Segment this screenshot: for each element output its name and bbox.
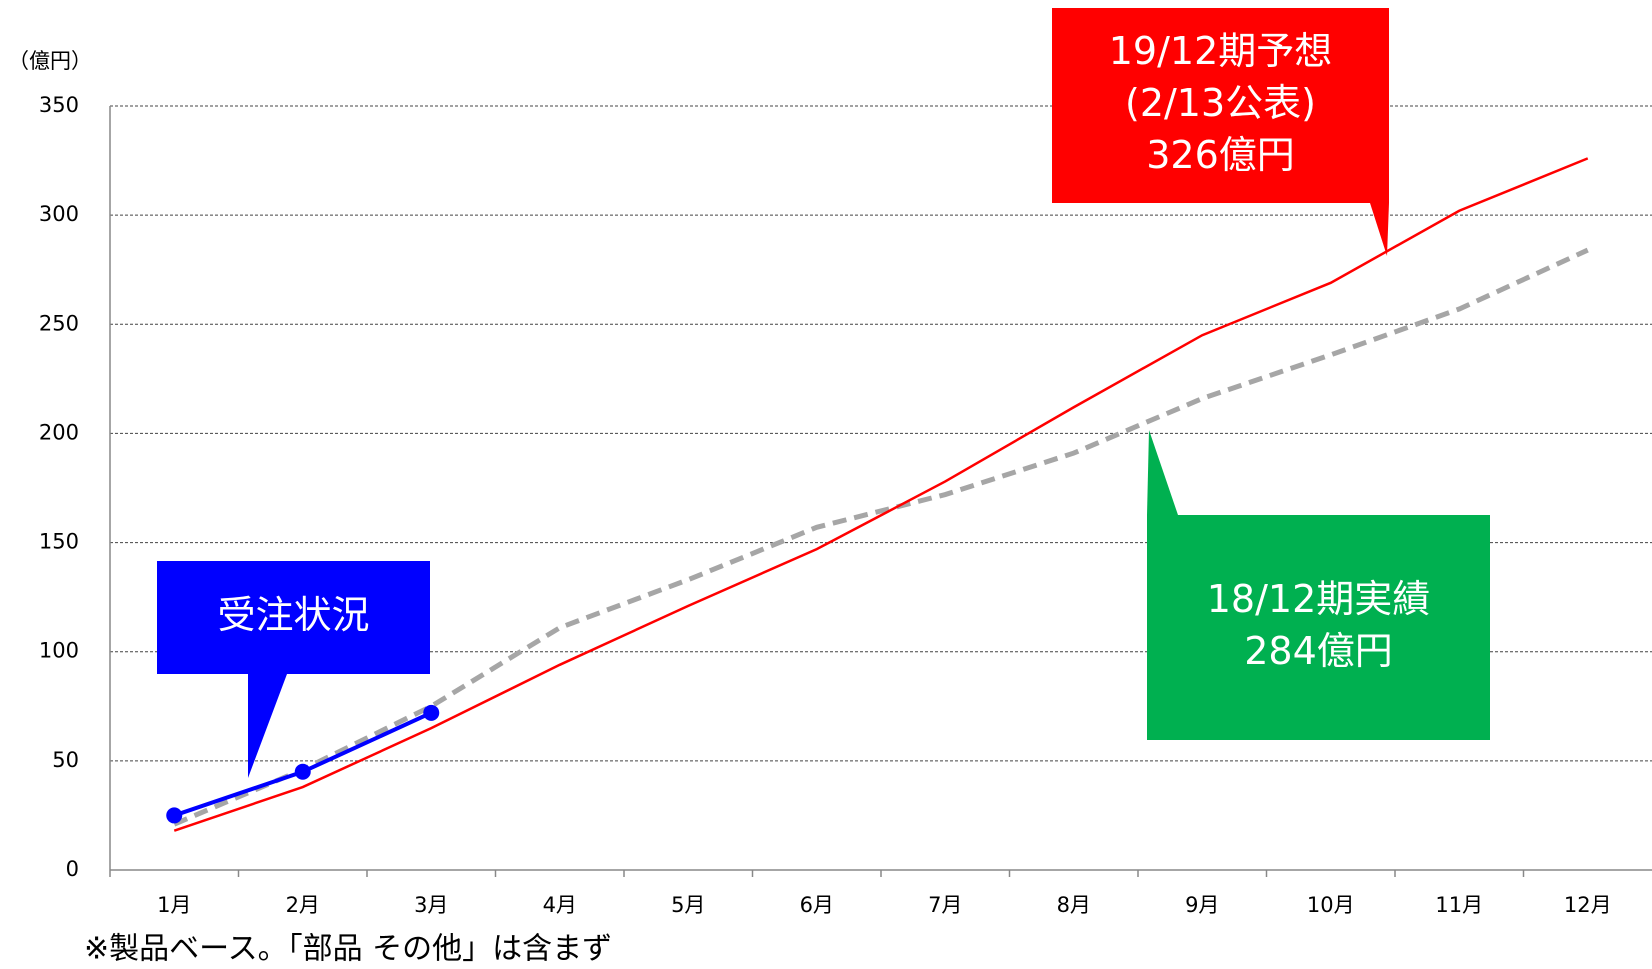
callout-box [1147, 515, 1490, 740]
callout-text: 受注状況 [217, 593, 369, 637]
footnote: ※製品ベース。「部品 その他」は含まず [84, 932, 612, 967]
y-tick-label: 0 [66, 857, 79, 881]
callout-text: (2/13公表) [1125, 81, 1316, 125]
x-tick-label: 2月 [286, 893, 320, 917]
x-tick-label: 6月 [800, 893, 834, 917]
y-tick-label: 300 [39, 202, 79, 226]
y-tick-label: 200 [39, 420, 79, 444]
callout-pointer [1370, 203, 1389, 256]
x-tick-label: 7月 [928, 893, 962, 917]
x-tick-label: 9月 [1185, 893, 1219, 917]
callout-text: 284億円 [1244, 629, 1393, 673]
x-tick-label: 10月 [1307, 893, 1355, 917]
callout-text: 19/12期予想 [1109, 29, 1333, 73]
callout-text: 326億円 [1146, 133, 1295, 177]
y-tick-label: 350 [39, 93, 79, 117]
callout-box [157, 561, 430, 674]
x-tick-label: 12月 [1564, 893, 1612, 917]
y-axis-label: （億円） [8, 49, 92, 73]
y-tick-label: 50 [52, 748, 79, 772]
callout-pointer [248, 674, 287, 778]
point [423, 704, 440, 721]
y-tick-label: 150 [39, 530, 79, 554]
x-tick-label: 5月 [671, 893, 705, 917]
y-tick-label: 250 [39, 311, 79, 335]
x-tick-label: 8月 [1057, 893, 1091, 917]
x-tick-label: 11月 [1435, 893, 1483, 917]
x-tick-label: 1月 [157, 893, 191, 917]
callout-text: 18/12期実績 [1207, 577, 1431, 621]
x-tick-label: 3月 [414, 893, 448, 917]
callout-pointer [1147, 430, 1178, 515]
point [166, 807, 183, 824]
series-line [173, 247, 1589, 827]
y-tick-label: 100 [39, 639, 79, 663]
callout-box [1052, 8, 1389, 203]
x-tick-label: 4月 [543, 893, 577, 917]
point [294, 763, 311, 780]
series-line [173, 157, 1589, 832]
